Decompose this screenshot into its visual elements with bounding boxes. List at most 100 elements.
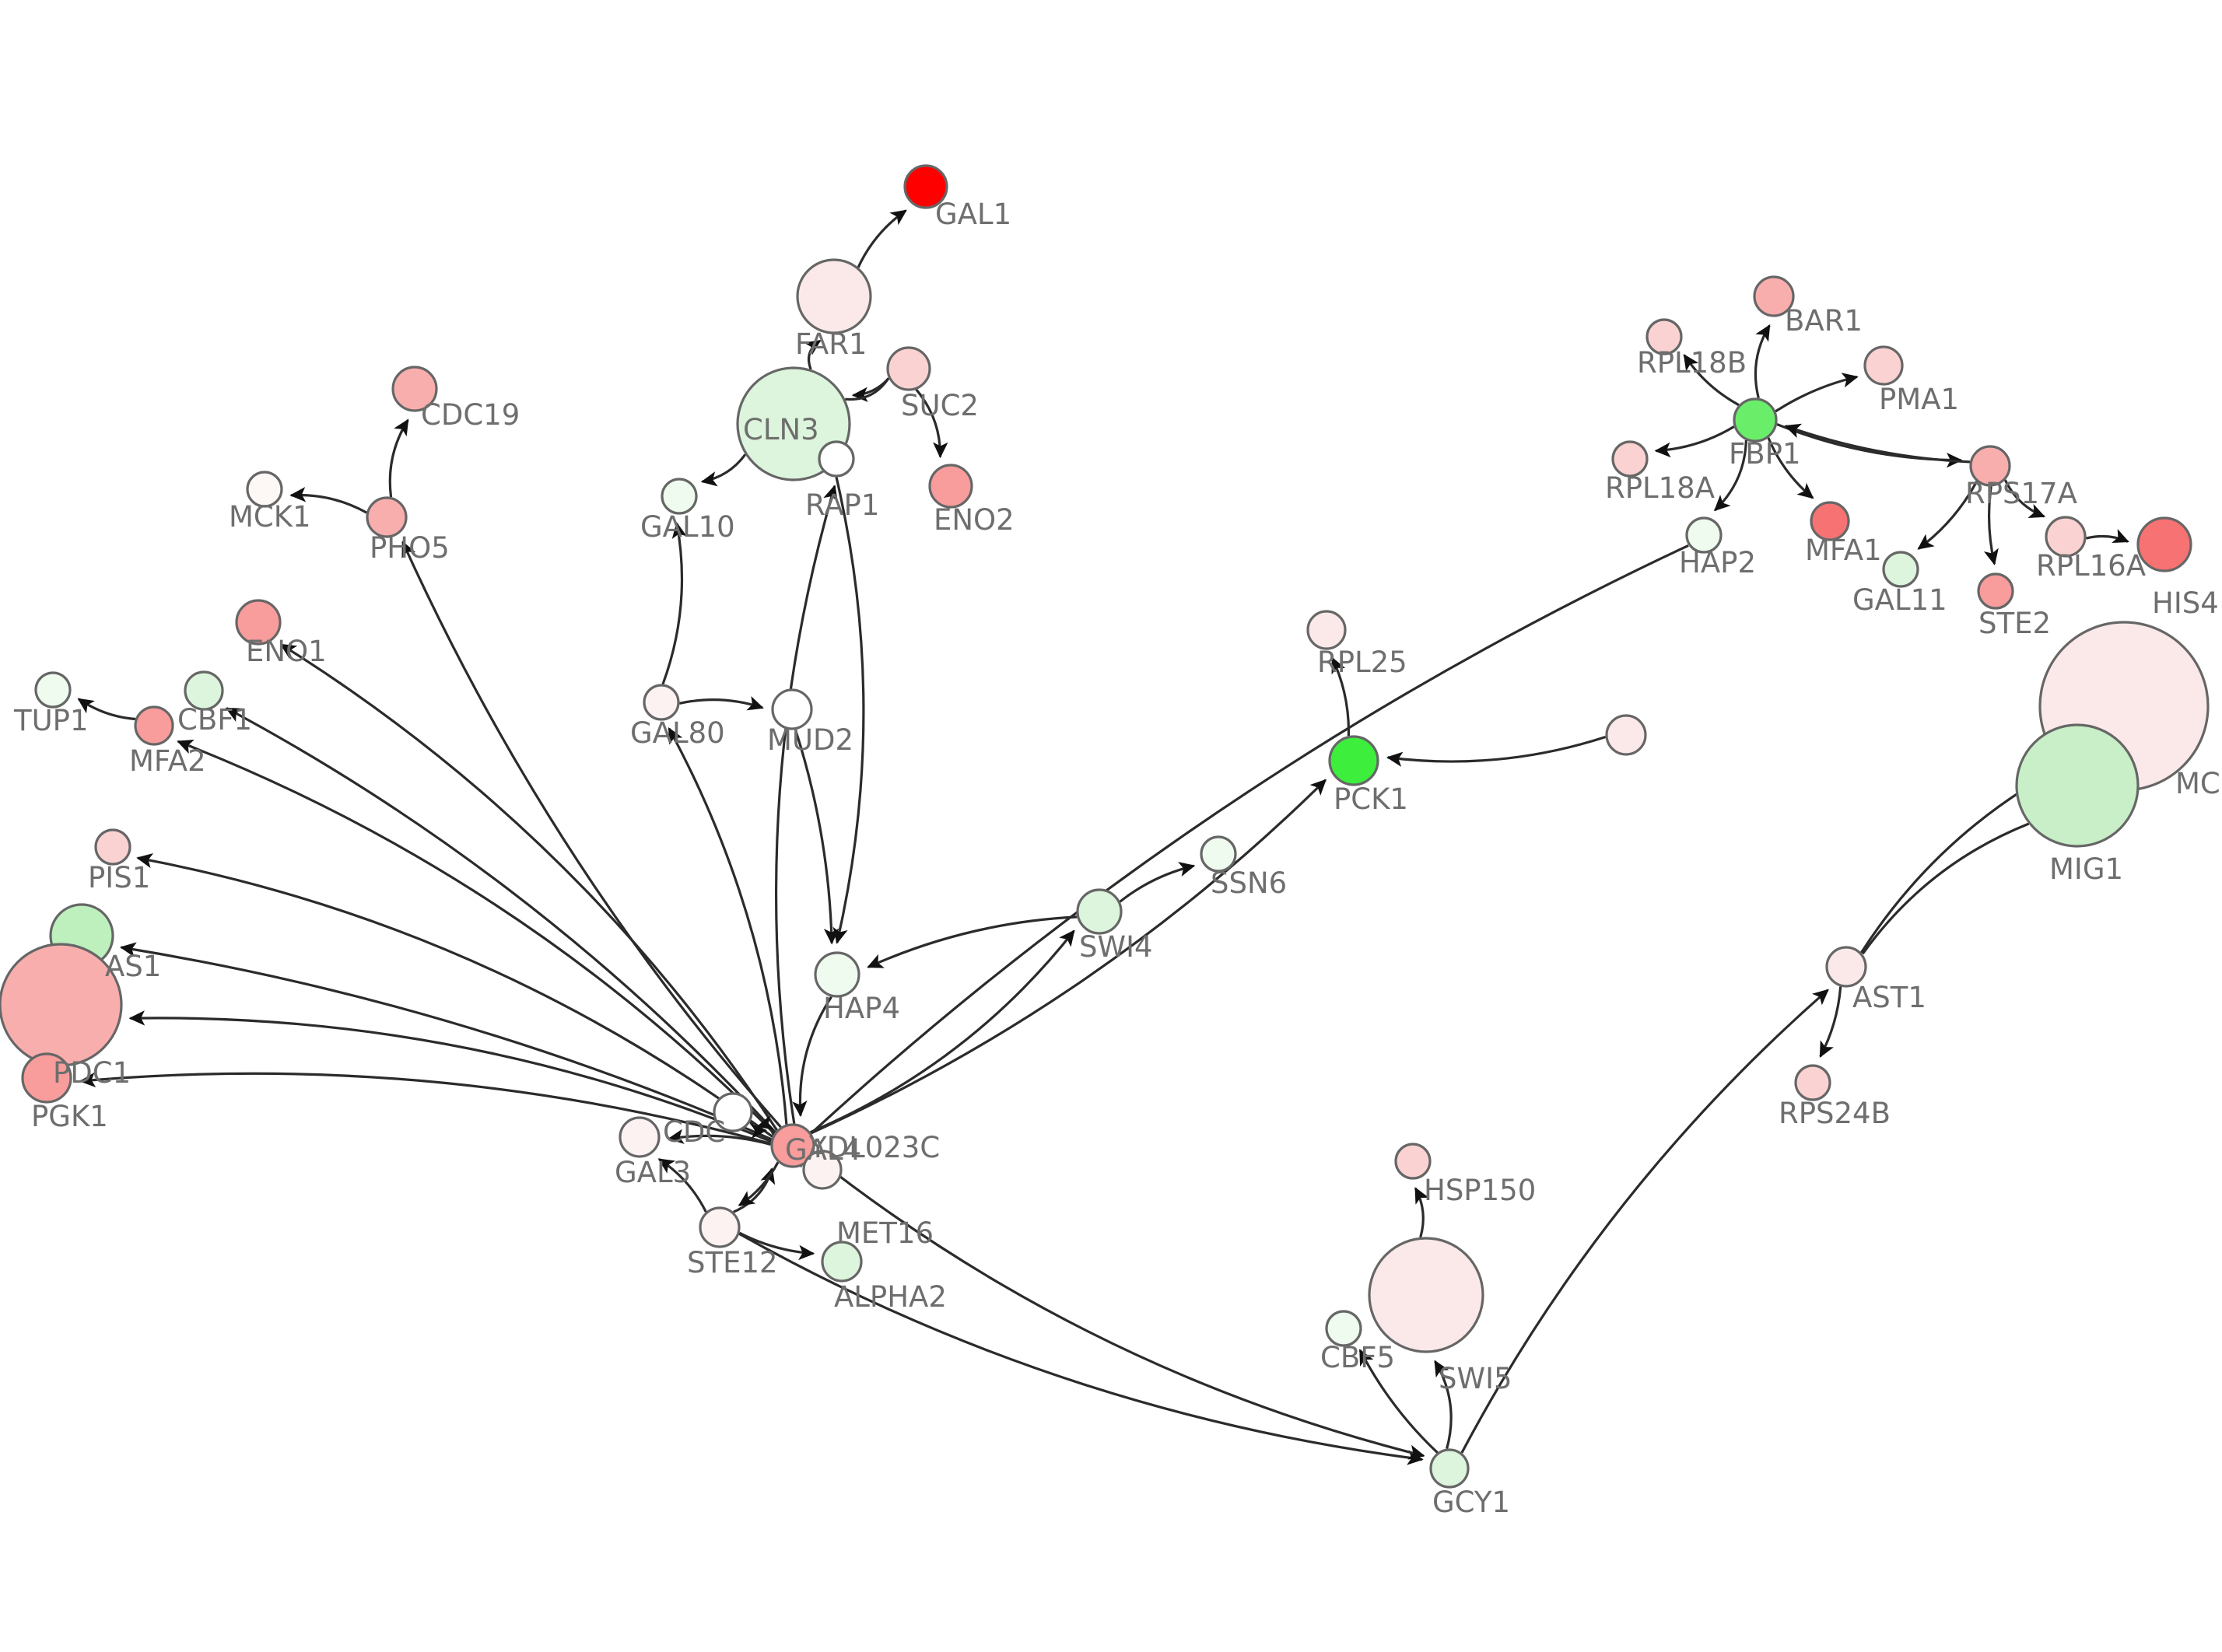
node-met16[interactable]	[802, 1150, 843, 1190]
node-swi4[interactable]	[1076, 888, 1123, 935]
node-ssn6[interactable]	[1200, 835, 1237, 873]
node-fbp1[interactable]	[1733, 397, 1778, 443]
node-mck1[interactable]	[246, 471, 283, 508]
edge-gcy1-to-cbf5[interactable]	[1358, 1349, 1439, 1454]
edge-fbp1-to-rpl18b[interactable]	[1683, 354, 1740, 407]
edge-gal4-to-pgk1[interactable]	[79, 1072, 772, 1145]
node-hsp150[interactable]	[1394, 1143, 1432, 1180]
edge-gal4-to-gcy1[interactable]	[811, 1154, 1425, 1460]
node-tup1[interactable]	[34, 671, 72, 709]
node-rap1[interactable]	[818, 440, 855, 478]
edge-gal4-to-mfa2[interactable]	[177, 740, 776, 1135]
edge-rpl16a-to-his4[interactable]	[2086, 529, 2129, 544]
edge-gal4-to-pck1[interactable]	[810, 779, 1327, 1135]
edge-ste12-to-alpha2[interactable]	[738, 1231, 815, 1261]
edge-fbp1-to-hap2[interactable]	[1713, 439, 1747, 512]
node-cdc19[interactable]	[391, 366, 438, 412]
node-mfa1[interactable]	[1810, 501, 1850, 541]
edge-gal4-to-pdc1[interactable]	[128, 1010, 772, 1143]
edge-gal4-to-pis1[interactable]	[136, 853, 773, 1138]
edge-swi5-to-hsp150[interactable]	[1414, 1187, 1429, 1238]
edge-gal4-to-pho5[interactable]	[401, 541, 782, 1129]
edge-gal4-to-cbf1[interactable]	[225, 707, 776, 1133]
node-gal3[interactable]	[619, 1116, 661, 1158]
node-rpl18b[interactable]	[1645, 318, 1683, 355]
edge-cln3-to-gal10[interactable]	[700, 453, 747, 487]
node-mig1[interactable]	[2015, 723, 2140, 848]
node-eno2[interactable]	[928, 464, 973, 509]
node-rps17a[interactable]	[1969, 445, 2011, 487]
edge-gal4-to-eno1[interactable]	[279, 643, 778, 1131]
node-ste12[interactable]	[699, 1206, 741, 1248]
edge-rps17a-to-ste2[interactable]	[1983, 486, 1999, 565]
edge-gal4-to-ste12[interactable]	[738, 1161, 780, 1207]
edge-rps17a-to-rpl16a[interactable]	[2003, 479, 2046, 519]
node-bar1[interactable]	[1753, 275, 1795, 317]
edge-mud2-to-hap4[interactable]	[794, 729, 839, 945]
edge-suc2-to-cln3[interactable]	[851, 377, 890, 403]
node-pis1[interactable]	[94, 828, 131, 866]
node-gcy1[interactable]	[1429, 1448, 1470, 1489]
node-gal1[interactable]	[903, 164, 948, 209]
edge-gal4-to-hap2[interactable]	[810, 544, 1689, 1135]
edge-gal80-to-gal10[interactable]	[661, 522, 687, 685]
edge-fbp1-to-pma1[interactable]	[1775, 373, 1859, 413]
edge-mfa2-to-tup1[interactable]	[77, 698, 136, 721]
edge-fbp1-to-mfa1[interactable]	[1767, 437, 1814, 499]
edge-gal80-to-mud2[interactable]	[679, 695, 764, 711]
node-mud2[interactable]	[771, 688, 813, 730]
edge-hap4-to-gal4[interactable]	[792, 996, 832, 1118]
edge-gal4-to-gal3[interactable]	[668, 1129, 771, 1146]
node-n-2090-945[interactable]	[1605, 714, 1647, 756]
edge-fbp1-to-rps17a[interactable]	[1776, 423, 1963, 468]
edge-rps17a-to-fbp1[interactable]	[1784, 423, 1971, 464]
edge-cdc28-to-gal4[interactable]	[748, 1121, 767, 1139]
edge-gal4-to-gas1[interactable]	[119, 942, 773, 1141]
node-his4[interactable]	[2136, 516, 2192, 572]
edge-mig1-to-ast1[interactable]	[1861, 822, 2030, 955]
edge-gal4-to-rap1[interactable]	[775, 485, 838, 1124]
edge-pho5-to-mck1[interactable]	[289, 487, 367, 514]
edge-swi4-to-hap4[interactable]	[867, 915, 1078, 968]
node-mfa2[interactable]	[134, 705, 174, 746]
node-pdc1[interactable]	[0, 943, 123, 1067]
node-pma1[interactable]	[1863, 345, 1904, 386]
edge-gal4-to-gal80[interactable]	[668, 726, 788, 1125]
edge-cln3-to-far1[interactable]	[803, 339, 822, 370]
edge-ste12-to-gal3[interactable]	[657, 1158, 707, 1213]
edge-pho5-to-cdc19[interactable]	[388, 418, 409, 498]
node-swi5[interactable]	[1368, 1237, 1484, 1353]
edge-ste12-to-gcy1[interactable]	[738, 1232, 1424, 1465]
edge-gcy1-to-ast1[interactable]	[1460, 989, 1829, 1454]
node-pck1[interactable]	[1328, 735, 1379, 786]
edge-far1-to-gal1[interactable]	[857, 209, 907, 268]
node-rpl25[interactable]	[1306, 610, 1347, 650]
node-cdc[interactable]	[713, 1092, 753, 1132]
node-suc2[interactable]	[886, 346, 931, 391]
edge-rap1-to-hap4[interactable]	[832, 477, 865, 944]
edge-cln3-to-suc2[interactable]	[845, 377, 890, 401]
edge-fbp1-to-bar1[interactable]	[1754, 324, 1771, 399]
node-far1[interactable]	[796, 258, 872, 334]
edge-gcy1-to-swi5[interactable]	[1434, 1360, 1453, 1450]
node-pgk1[interactable]	[21, 1052, 72, 1104]
edge-n_2090_945-to-pck1[interactable]	[1386, 735, 1607, 767]
node-gal4[interactable]	[770, 1123, 815, 1168]
node-cbf5[interactable]	[1325, 1310, 1362, 1347]
edge-fbp1-to-rpl18a[interactable]	[1654, 425, 1735, 458]
node-eno1[interactable]	[235, 599, 282, 646]
node-rpl16a[interactable]	[2045, 516, 2087, 558]
node-gal80[interactable]	[643, 684, 680, 721]
edge-suc2-to-eno2[interactable]	[915, 388, 948, 459]
edge-ste12-to-gal4[interactable]	[733, 1167, 776, 1213]
node-gal11[interactable]	[1882, 551, 1919, 588]
edge-rps17a-to-gal11[interactable]	[1917, 481, 1978, 550]
node-rps24b[interactable]	[1794, 1064, 1831, 1101]
node-ste2[interactable]	[1977, 572, 2014, 610]
edge-swi4-to-ssn6[interactable]	[1119, 862, 1196, 903]
node-cbf1[interactable]	[184, 670, 224, 711]
node-gal10[interactable]	[661, 478, 698, 515]
node-pho5[interactable]	[366, 496, 408, 538]
node-hap2[interactable]	[1685, 516, 1723, 554]
